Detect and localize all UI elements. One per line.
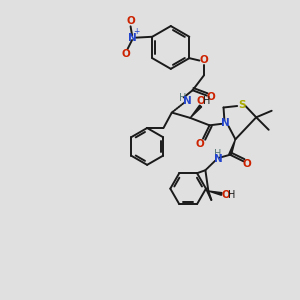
Text: H: H <box>214 149 222 159</box>
Polygon shape <box>208 191 222 195</box>
Text: N: N <box>183 96 192 106</box>
Polygon shape <box>229 139 236 155</box>
Text: O: O <box>200 55 208 65</box>
Text: O: O <box>243 159 252 169</box>
Polygon shape <box>190 105 202 118</box>
Text: O: O <box>207 92 215 102</box>
Text: H: H <box>203 96 211 106</box>
Text: O: O <box>126 16 135 26</box>
Text: O: O <box>221 190 230 200</box>
Text: O: O <box>122 49 130 59</box>
Text: O: O <box>196 139 204 149</box>
Text: S: S <box>238 100 245 110</box>
Text: H: H <box>229 190 236 200</box>
Text: N: N <box>220 118 230 128</box>
Text: O: O <box>197 96 206 106</box>
Text: N: N <box>214 154 223 164</box>
Text: H: H <box>179 93 186 103</box>
Text: N: N <box>128 33 136 43</box>
Text: +: + <box>134 27 140 36</box>
